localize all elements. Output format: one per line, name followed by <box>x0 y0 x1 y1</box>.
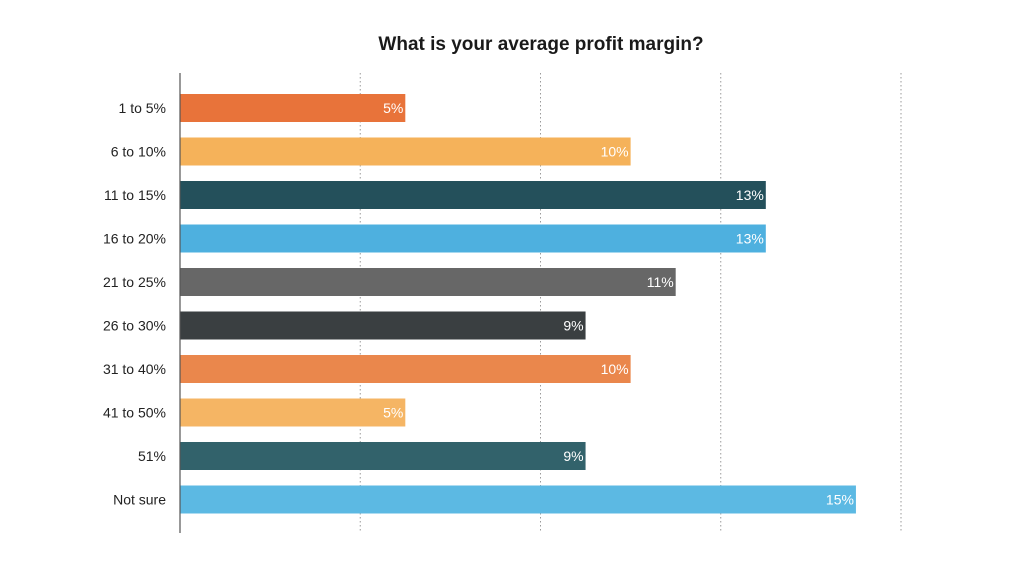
category-label: 16 to 20% <box>103 231 166 247</box>
value-label: 11% <box>647 274 674 290</box>
bar <box>180 224 766 253</box>
bar <box>180 181 766 209</box>
value-label: 13% <box>736 187 764 203</box>
bars <box>180 94 856 514</box>
bar <box>180 485 856 514</box>
value-label: 9% <box>563 318 583 334</box>
category-label: 11 to 15% <box>104 187 166 203</box>
value-labels: 5% 10% 13% 13% 11% 9% 10% 5% 9% 15% <box>383 100 854 508</box>
bar <box>180 311 586 340</box>
category-label: Not sure <box>113 492 166 508</box>
category-label: 1 to 5% <box>119 100 166 116</box>
chart-title: What is your average profit margin? <box>378 34 703 55</box>
value-label: 13% <box>736 231 764 247</box>
category-label: 21 to 25% <box>103 274 166 290</box>
value-label: 10% <box>601 144 629 160</box>
category-label: 26 to 30% <box>103 318 166 334</box>
bar <box>180 137 631 166</box>
bar <box>180 398 406 427</box>
category-labels: 1 to 5% 6 to 10% 11 to 15% 16 to 20% 21 to 2… <box>103 100 166 508</box>
value-label: 15% <box>826 492 854 508</box>
value-label: 5% <box>383 405 403 421</box>
value-label: 5% <box>383 100 403 116</box>
bar <box>180 94 406 122</box>
category-label: 51% <box>138 448 166 464</box>
value-label: 10% <box>601 361 629 377</box>
category-label: 41 to 50% <box>103 405 166 421</box>
value-label: 9% <box>563 448 583 464</box>
category-label: 31 to 40% <box>103 361 166 377</box>
bar <box>180 268 676 296</box>
bar <box>180 442 586 470</box>
bar <box>180 355 631 383</box>
category-label: 6 to 10% <box>111 144 166 160</box>
